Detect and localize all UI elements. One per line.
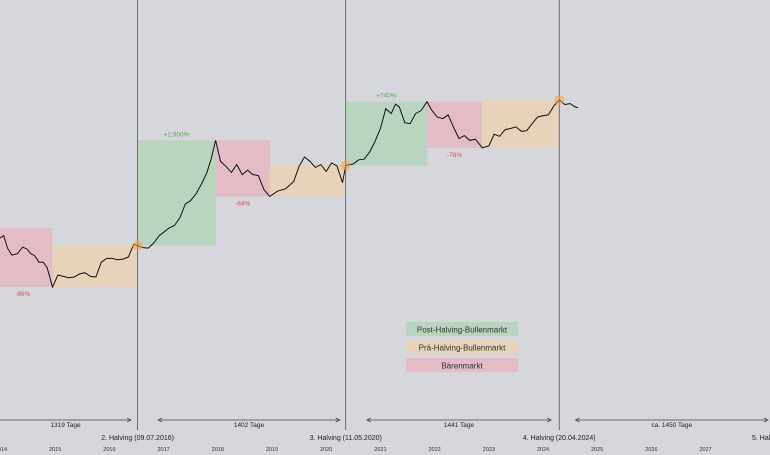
x-tick-label: 2025 (591, 447, 603, 453)
legend-bear-label: Bärenmarkt (441, 362, 483, 371)
x-tick-label: 2026 (645, 447, 657, 453)
phase-label: -86% (15, 291, 30, 298)
phase-box-bear (0, 228, 53, 287)
cycle-span-arrowhead (574, 417, 580, 423)
halving-lines (137, 0, 560, 430)
cycle-span-arrowhead (126, 417, 132, 423)
phase-label: -84% (235, 200, 250, 207)
legend-post-label: Post-Halving-Bullenmarkt (417, 326, 508, 335)
cycle-span-arrowhead (366, 417, 372, 423)
halving-marker (340, 160, 351, 171)
cycle-span-arrowhead (157, 417, 163, 423)
phase-labels: -86% +2,900% -84% +740% -78% (15, 93, 462, 298)
legend-pre-label: Prä-Halving-Bullenmarkt (419, 344, 506, 353)
cycle-span-label: 1441 Tage (444, 422, 475, 429)
phase-box-bear (215, 140, 270, 197)
cycle-span-arrowhead (546, 417, 552, 423)
legend-bear-swatch (406, 358, 518, 372)
halving-marker (132, 240, 143, 251)
market-phases (0, 100, 560, 287)
phase-box-bear (427, 101, 483, 148)
x-tick-label: 2022 (428, 447, 440, 453)
x-tick-label: 2024 (537, 447, 549, 453)
x-tick-label: 2023 (483, 447, 495, 453)
price-series (0, 95, 579, 289)
phase-box-pre (52, 245, 138, 287)
cycle-span-label: 1402 Tage (234, 422, 265, 429)
cycle-span-arrowhead (763, 417, 769, 423)
x-tick-label: 2018 (212, 447, 224, 453)
x-tick-label: 2019 (266, 447, 278, 453)
cycle-span-label: ca. 1450 Tage (651, 422, 692, 429)
halving-marker (554, 95, 565, 105)
halving-label: 5. Halving (752, 435, 770, 442)
x-tick-label: 2027 (699, 447, 711, 453)
legend: Post-Halving-Bullenmarkt Prä-Halving-Bul… (406, 322, 518, 372)
x-tick-label: 2016 (103, 447, 115, 453)
x-tick-label: 2017 (157, 447, 169, 453)
cycle-spans: 1319 Tage 1402 Tage 1441 Tage ca. 1450 Tage (0, 417, 769, 429)
phase-label: -78% (447, 152, 462, 159)
halving-label: 4. Halving (20.04.2024) (523, 435, 596, 442)
price-line (0, 99, 579, 289)
x-axis: 2. Halving (09.07.2016) 3. Halving (11.05… (0, 435, 770, 453)
cycle-span-arrowhead (335, 417, 341, 423)
cycle-span-label: 1319 Tage (50, 422, 81, 429)
legend-post-swatch (406, 322, 518, 336)
x-tick-label: 2020 (320, 447, 332, 453)
x-tick-label: 2021 (374, 447, 386, 453)
phase-label: +740% (376, 93, 397, 100)
phase-box-pre (269, 165, 346, 197)
x-tick-label: 2014 (0, 447, 7, 453)
phase-label: +2,900% (164, 131, 190, 138)
phase-box-post (345, 101, 428, 166)
phase-box-post (137, 140, 216, 246)
phase-box-pre (482, 100, 560, 148)
halving-label: 2. Halving (09.07.2016) (101, 435, 174, 442)
x-tick-label: 2015 (49, 447, 61, 453)
legend-pre-swatch (406, 340, 518, 354)
halving-label: 3. Halving (11.05.2020) (310, 435, 382, 442)
